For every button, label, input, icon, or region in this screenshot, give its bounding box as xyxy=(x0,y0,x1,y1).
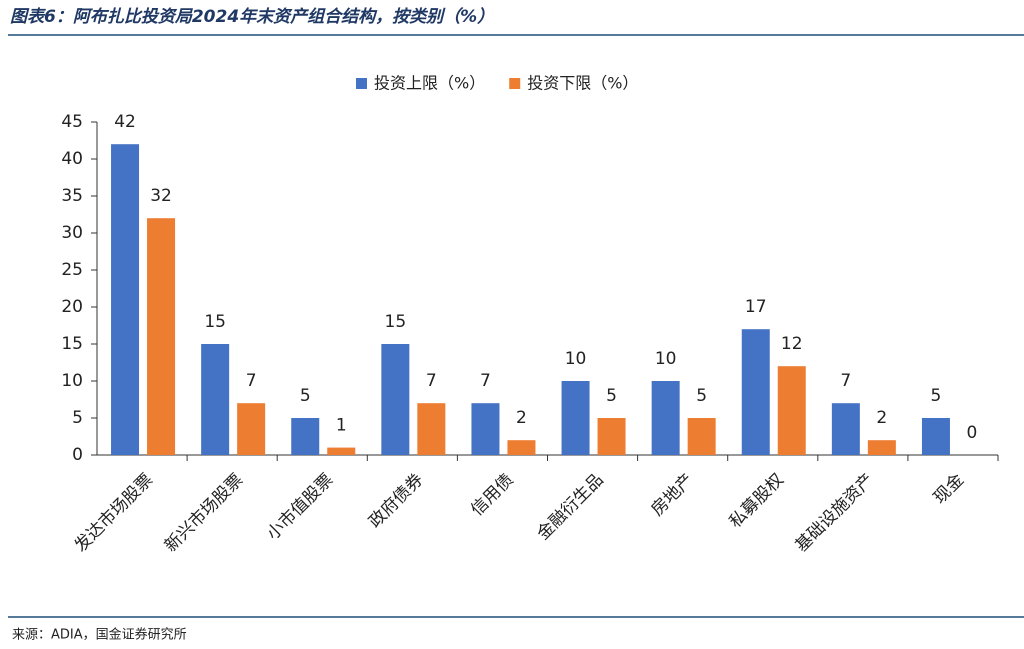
x-tick-label: 私募股权 xyxy=(726,470,788,532)
data-label: 5 xyxy=(606,386,617,406)
data-label: 7 xyxy=(840,371,851,391)
bar xyxy=(687,418,716,455)
data-label: 32 xyxy=(150,186,172,206)
source-note: 来源：ADIA，国金证券研究所 xyxy=(12,627,187,643)
data-label: 5 xyxy=(300,386,311,406)
data-label: 15 xyxy=(204,312,226,332)
bar xyxy=(597,418,626,455)
data-label: 7 xyxy=(246,371,257,391)
bar xyxy=(111,144,140,455)
y-tick-label: 45 xyxy=(61,112,83,132)
bar xyxy=(471,403,500,455)
data-label: 2 xyxy=(516,408,527,428)
x-tick-label: 发达市场股票 xyxy=(71,470,157,556)
bar xyxy=(327,447,356,455)
x-tick-label: 新兴市场股票 xyxy=(161,470,247,556)
data-label: 1 xyxy=(336,416,347,436)
data-label: 5 xyxy=(696,386,707,406)
data-label: 17 xyxy=(745,297,767,317)
data-label: 2 xyxy=(876,408,887,428)
bar xyxy=(381,344,410,455)
x-tick-label: 现金 xyxy=(930,470,968,508)
data-label: 10 xyxy=(565,349,587,369)
y-tick-label: 40 xyxy=(61,149,83,169)
data-label: 12 xyxy=(781,334,803,354)
y-tick-label: 5 xyxy=(72,408,83,428)
legend-swatch xyxy=(509,78,521,89)
bar xyxy=(561,381,590,455)
y-tick-label: 15 xyxy=(61,334,83,354)
x-tick-label: 信用债 xyxy=(467,470,517,520)
bar xyxy=(291,418,320,455)
bar xyxy=(777,366,806,455)
bar xyxy=(237,403,266,455)
legend-label: 投资下限（%） xyxy=(527,74,638,93)
data-label: 7 xyxy=(480,371,491,391)
bar xyxy=(201,344,230,455)
bar xyxy=(417,403,446,455)
chart-title: 图表6：阿布扎比投资局2024年末资产组合结构，按类别（%） xyxy=(10,7,494,27)
y-tick-label: 0 xyxy=(72,445,83,465)
bar xyxy=(867,440,896,455)
data-label: 5 xyxy=(931,386,942,406)
bar xyxy=(741,329,770,455)
bar xyxy=(831,403,860,455)
x-tick-label: 金融衍生品 xyxy=(533,470,607,544)
x-tick-label: 小市值股票 xyxy=(263,470,337,544)
data-label: 42 xyxy=(114,112,136,132)
bar xyxy=(507,440,536,455)
legend-swatch xyxy=(356,78,367,89)
data-label: 7 xyxy=(426,371,437,391)
data-label: 10 xyxy=(655,349,677,369)
x-tick-label: 基础设施资产 xyxy=(792,470,878,556)
x-tick-label: 政府债券 xyxy=(365,470,427,532)
bar xyxy=(651,381,680,455)
legend-label: 投资上限（%） xyxy=(374,74,485,93)
y-tick-label: 20 xyxy=(61,297,83,317)
data-label: 0 xyxy=(967,423,978,443)
bar xyxy=(921,418,950,455)
data-label: 15 xyxy=(385,312,407,332)
bar xyxy=(147,218,176,455)
y-tick-label: 35 xyxy=(61,186,83,206)
y-tick-label: 10 xyxy=(61,371,83,391)
y-tick-label: 25 xyxy=(61,260,83,280)
x-tick-label: 房地产 xyxy=(648,470,698,520)
y-tick-label: 30 xyxy=(61,223,83,243)
